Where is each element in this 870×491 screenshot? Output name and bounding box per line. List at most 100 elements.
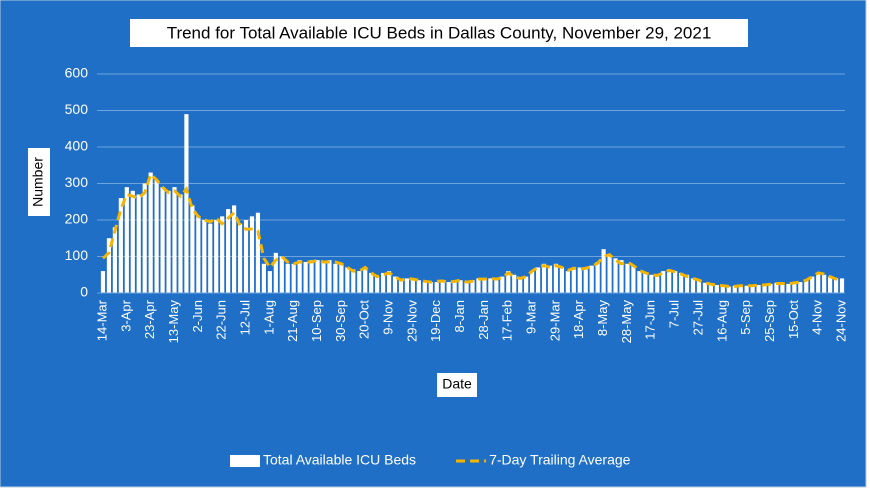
x-tick-label: 9-Mar [524, 299, 539, 334]
bar [494, 280, 499, 293]
bar [822, 274, 827, 293]
bar [208, 223, 213, 293]
bar [160, 187, 165, 293]
x-tick-label: 16-Aug [714, 300, 729, 342]
bar [369, 272, 374, 293]
bar [589, 265, 594, 293]
bar [327, 260, 332, 293]
bar [535, 267, 541, 293]
bar [267, 271, 272, 293]
bar [315, 260, 320, 293]
bar [750, 284, 755, 293]
bar [756, 284, 761, 293]
bar [285, 263, 290, 293]
chart-title: Trend for Total Available ICU Beds in Da… [167, 23, 712, 42]
bar [470, 280, 475, 293]
bar [506, 271, 511, 293]
bar [255, 212, 261, 293]
bar [214, 220, 219, 293]
x-label-box [437, 373, 477, 397]
bar [321, 261, 326, 293]
y-axis-label: Number [30, 157, 46, 207]
x-tick-label: 28-Jan [476, 300, 491, 340]
bar [774, 282, 779, 293]
x-tick-label: 22-Jun [214, 300, 229, 340]
bar [178, 194, 183, 293]
y-tick-label: 100 [65, 247, 89, 263]
bar [375, 276, 380, 293]
bar [804, 280, 809, 293]
trend-line [101, 171, 843, 288]
y-tick-label: 0 [80, 284, 88, 300]
bar [786, 283, 791, 293]
bar [780, 283, 785, 293]
bar [696, 280, 702, 293]
bar [714, 284, 719, 293]
bar [708, 283, 713, 293]
bar [547, 265, 553, 293]
bar [565, 271, 570, 293]
bar [679, 272, 684, 293]
bar [732, 285, 737, 293]
x-tick-label: 29-Mar [547, 299, 562, 341]
bar [500, 276, 505, 293]
bar [524, 276, 529, 293]
title-box [130, 19, 748, 47]
bar [530, 271, 535, 293]
bar [351, 269, 356, 293]
bar [446, 282, 451, 293]
bar [297, 260, 302, 293]
bar [792, 282, 797, 293]
bar [154, 179, 159, 293]
bar [148, 172, 153, 293]
y-tick-label: 500 [65, 101, 89, 117]
bar [833, 278, 839, 293]
bar [261, 263, 266, 293]
bar [232, 205, 237, 293]
bar [434, 282, 439, 293]
bar [601, 249, 606, 293]
bar [619, 260, 624, 293]
legend-label: 7-Day Trailing Average [489, 452, 631, 468]
bar [196, 216, 201, 293]
bar [553, 263, 559, 293]
bar [512, 274, 517, 293]
bar [690, 278, 696, 293]
bar [464, 282, 469, 293]
bar [613, 258, 618, 293]
bar [684, 274, 690, 293]
bar [184, 114, 189, 294]
bar [458, 280, 463, 293]
bar [488, 278, 493, 293]
x-tick-label: 19-Dec [428, 300, 443, 342]
bar [309, 260, 314, 293]
x-tick-label: 24-Nov [833, 300, 848, 342]
bar [220, 216, 225, 293]
bar [410, 280, 415, 293]
bar [172, 187, 177, 293]
bar [559, 267, 564, 293]
x-tick-label: 4-Nov [810, 300, 825, 335]
bar [744, 285, 749, 293]
y-label-box [28, 148, 50, 216]
legend-swatch [230, 455, 260, 467]
bar [702, 282, 708, 293]
x-tick-label: 17-Jun [643, 300, 658, 340]
bar [649, 274, 654, 293]
bar [291, 263, 296, 293]
bar [720, 285, 725, 293]
bar [422, 282, 427, 293]
bar [595, 261, 600, 293]
x-tick-label: 13-May [166, 300, 181, 344]
x-tick-label: 27-Jul [690, 300, 705, 336]
bar [124, 187, 129, 293]
bar [762, 284, 767, 293]
bar [249, 216, 255, 293]
bar [518, 278, 523, 293]
bar [637, 271, 642, 293]
bar [839, 278, 845, 293]
x-tick-label: 8-Jan [452, 300, 467, 333]
x-tick-label: 12-Jul [237, 300, 252, 336]
bar [631, 265, 636, 293]
